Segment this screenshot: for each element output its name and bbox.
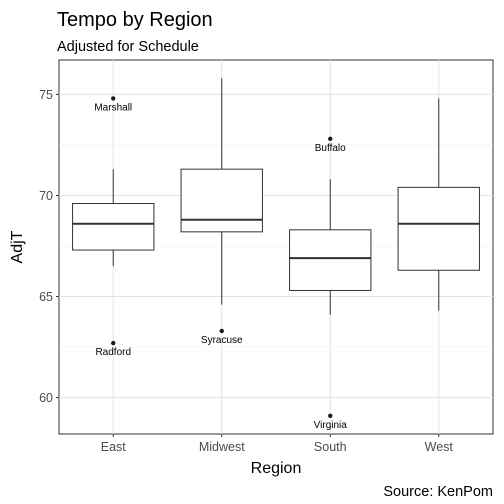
box-west	[397, 98, 480, 311]
outlier-point	[219, 328, 224, 334]
chart-caption: Source: KenPom	[383, 484, 493, 500]
x-tick-label: East	[101, 440, 127, 454]
outlier-point	[111, 340, 116, 346]
boxes: Marshall Radford Syracuse Buffalo Virginia	[72, 78, 480, 431]
outlier-label: Syracuse	[201, 335, 243, 346]
chart-title: Tempo by Region	[57, 9, 213, 31]
outlier-point	[328, 413, 333, 419]
box-iqr	[397, 186, 480, 271]
box-east: Marshall Radford	[72, 96, 155, 358]
x-axis-title: Region	[251, 460, 302, 477]
axes: 60 65 70 75 East Midwest South West	[39, 88, 453, 454]
outlier-label: Marshall	[94, 102, 132, 113]
box-midwest: Syracuse	[180, 78, 263, 346]
x-tick-label: West	[425, 440, 454, 454]
box-south: Buffalo Virginia	[289, 136, 372, 431]
y-axis-title: AdjT	[9, 230, 26, 263]
x-tick-label: South	[314, 440, 347, 454]
x-tick-label: Midwest	[199, 440, 245, 454]
box-iqr	[289, 229, 372, 291]
outlier-label: Virginia	[314, 420, 348, 431]
outlier-point	[328, 136, 333, 142]
outlier-label: Buffalo	[315, 143, 346, 154]
y-tick-label: 65	[39, 290, 53, 304]
box-iqr	[180, 168, 263, 233]
box-iqr	[72, 203, 155, 251]
y-tick-label: 60	[39, 391, 53, 405]
outlier-label: Radford	[95, 347, 131, 358]
y-tick-label: 75	[39, 88, 53, 102]
y-tick-label: 70	[39, 189, 53, 203]
outlier-point	[111, 96, 116, 101]
chart-subtitle: Adjusted for Schedule	[57, 39, 199, 55]
